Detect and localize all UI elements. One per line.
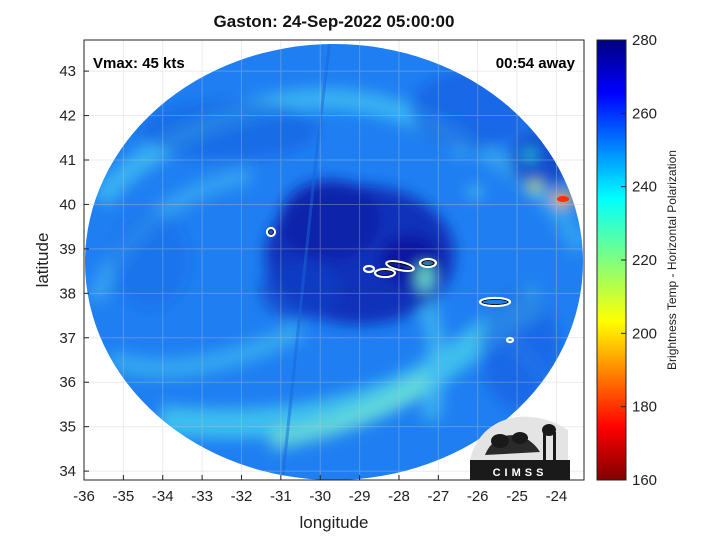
- colorbar-label: Brightness Temp - Horizontal Polarizatio…: [665, 150, 679, 370]
- colorbar-tick-label: 160: [632, 472, 657, 489]
- y-tick-label: 38: [59, 285, 76, 302]
- vmax-label: Vmax: 45 kts: [93, 55, 185, 72]
- colorbar-tick-label: 200: [632, 325, 657, 342]
- x-tick-label: -31: [270, 488, 292, 505]
- colorbar-tick-label: 260: [632, 105, 657, 122]
- y-tick-label: 41: [59, 152, 76, 169]
- y-tick-label: 35: [59, 419, 76, 436]
- colorbar-tick-label: 240: [632, 179, 657, 196]
- y-tick-label: 39: [59, 241, 76, 258]
- y-tick-label: 40: [59, 196, 76, 213]
- x-tick-label: -36: [73, 488, 95, 505]
- time-away-label: 00:54 away: [496, 55, 576, 72]
- satellite-swath: [85, 44, 583, 480]
- x-tick-label: -25: [506, 488, 528, 505]
- x-tick-label: -35: [113, 488, 135, 505]
- cimss-logo: CIMSS: [470, 416, 570, 480]
- x-axis-label: longitude: [299, 513, 368, 532]
- x-tick-label: -27: [427, 488, 449, 505]
- x-axis-ticks: -36 -35 -34 -33 -32 -31 -30 -29 -28 -27 -26 -25 -24: [73, 475, 567, 505]
- colorbar-ticks: 160 180 200 220 240 260 280: [621, 32, 657, 489]
- colorbar-tick-label: 280: [632, 32, 657, 49]
- colorbar-tick-label: 220: [632, 252, 657, 269]
- y-tick-label: 42: [59, 108, 76, 125]
- y-tick-label: 43: [59, 63, 76, 80]
- x-tick-label: -28: [388, 488, 410, 505]
- x-tick-label: -29: [349, 488, 371, 505]
- plot-title: Gaston: 24-Sep-2022 05:00:00: [213, 12, 455, 31]
- x-tick-label: -32: [231, 488, 253, 505]
- y-tick-label: 37: [59, 330, 76, 347]
- colorbar-tick-label: 180: [632, 399, 657, 416]
- x-tick-label: -24: [546, 488, 568, 505]
- y-axis-ticks: 34 35 36 37 38 39 40 41 42 43: [59, 63, 89, 480]
- x-tick-label: -33: [191, 488, 213, 505]
- x-tick-label: -30: [309, 488, 331, 505]
- x-tick-label: -34: [152, 488, 174, 505]
- y-tick-label: 36: [59, 374, 76, 391]
- logo-text: CIMSS: [493, 467, 548, 479]
- plot-frame: [83, 39, 585, 481]
- contours: [265, 226, 515, 344]
- x-tick-label: -26: [467, 488, 489, 505]
- y-tick-label: 34: [59, 463, 76, 480]
- y-axis-label: latitude: [33, 233, 52, 288]
